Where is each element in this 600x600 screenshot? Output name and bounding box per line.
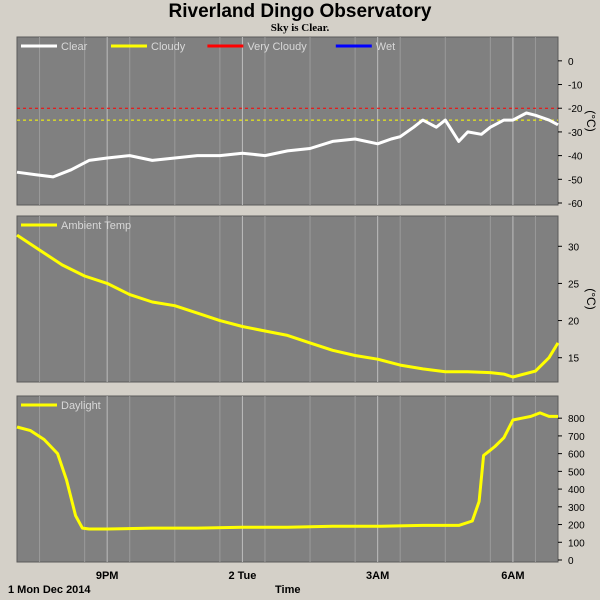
y-tick-label: 300 [568,503,585,514]
ambient-panel [16,215,559,383]
daylight-panel [16,395,559,563]
y-tick-label: 20 [568,317,580,328]
legend-label: Clear [61,41,88,53]
y-tick-label: 600 [568,450,585,461]
y-tick-label: -10 [568,81,583,92]
grid-lines [39,37,536,562]
y-unit-label: (°C) [584,288,598,309]
series-line [16,111,559,179]
x-tick-label: 2 Tue [228,570,256,582]
series-line [16,233,560,379]
y-tick-label: 200 [568,521,585,532]
y-tick-label: 800 [568,414,585,425]
y-tick-label: -20 [568,104,583,115]
series-line [16,411,558,531]
y-tick-label: 0 [568,57,574,68]
y-tick-label: 0 [568,556,574,567]
page-title: Riverland Dingo Observatory [168,1,432,22]
y-tick-label: 25 [568,279,580,290]
y-unit-label: (°C) [584,110,598,131]
y-tick-label: -30 [568,128,583,139]
y-tick-label: -60 [568,199,583,210]
date-label: 1 Mon Dec 2014 [8,584,91,596]
y-tick-label: 400 [568,485,585,496]
chart-marks: 0 -10 -20 -30 -40 -50 -60 (°C) Clear Cloudy Very C… [16,41,598,582]
y-tick-label: 700 [568,432,585,443]
x-tick-label: 6AM [501,570,524,582]
page-subtitle: Sky is Clear. [270,22,330,34]
legend-label: Ambient Temp [61,220,131,232]
x-axis-label: Time [275,584,300,596]
legend-label: Very Cloudy [247,41,307,53]
x-tick-label: 9PM [96,570,119,582]
x-tick-label: 3AM [366,570,389,582]
y-tick-label: 500 [568,467,585,478]
y-tick-label: 15 [568,354,580,365]
legend-label: Cloudy [151,41,186,53]
y-tick-label: 100 [568,538,585,549]
sky-panel [16,36,559,206]
legend-label: Wet [376,41,395,53]
y-tick-label: -40 [568,152,583,163]
y-tick-label: 30 [568,242,580,253]
legend-label: Daylight [61,400,101,412]
y-tick-label: -50 [568,175,583,186]
